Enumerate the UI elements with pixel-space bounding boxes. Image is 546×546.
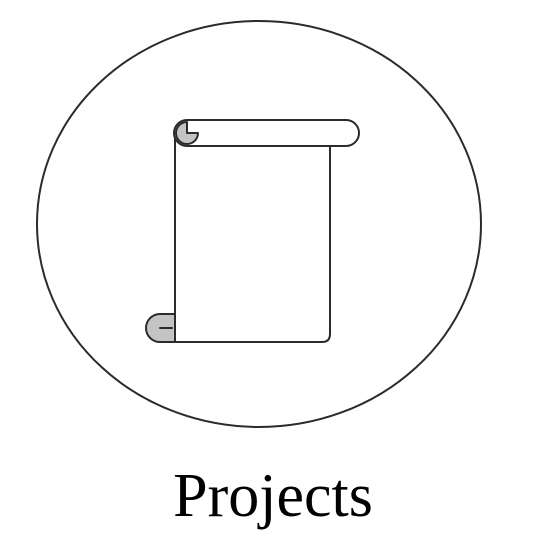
scroll-sheet — [174, 135, 331, 343]
circle-frame — [36, 20, 482, 428]
scroll-icon — [145, 119, 360, 343]
scroll-top-roll — [173, 119, 360, 147]
scroll-top-curl — [175, 121, 199, 145]
app-label: Projects — [173, 462, 373, 530]
projects-icon-graphic — [36, 20, 482, 428]
